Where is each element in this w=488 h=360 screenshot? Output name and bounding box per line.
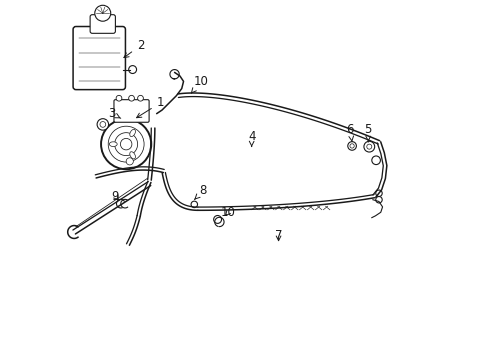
Circle shape bbox=[126, 158, 133, 165]
Text: 7: 7 bbox=[274, 229, 282, 242]
Circle shape bbox=[366, 144, 371, 149]
Text: 5: 5 bbox=[364, 123, 371, 142]
FancyBboxPatch shape bbox=[114, 100, 149, 122]
Ellipse shape bbox=[109, 142, 117, 147]
Text: 8: 8 bbox=[194, 184, 206, 199]
Circle shape bbox=[128, 66, 136, 73]
Text: 9: 9 bbox=[111, 190, 119, 203]
Ellipse shape bbox=[129, 129, 135, 136]
Circle shape bbox=[191, 201, 197, 208]
Text: 10: 10 bbox=[191, 75, 208, 93]
Text: 1: 1 bbox=[136, 96, 163, 118]
Circle shape bbox=[101, 119, 151, 169]
Circle shape bbox=[375, 190, 382, 197]
Circle shape bbox=[100, 122, 105, 127]
FancyBboxPatch shape bbox=[73, 27, 125, 90]
FancyBboxPatch shape bbox=[90, 15, 115, 33]
Ellipse shape bbox=[129, 152, 135, 159]
Circle shape bbox=[213, 216, 221, 224]
Circle shape bbox=[371, 156, 380, 165]
Text: 2: 2 bbox=[123, 39, 144, 58]
Text: 6: 6 bbox=[346, 123, 353, 142]
Circle shape bbox=[375, 197, 382, 203]
Circle shape bbox=[108, 126, 144, 162]
Text: 3: 3 bbox=[108, 107, 121, 120]
Circle shape bbox=[116, 95, 122, 101]
Circle shape bbox=[120, 138, 132, 150]
Text: 4: 4 bbox=[247, 130, 255, 147]
Circle shape bbox=[137, 95, 143, 101]
Circle shape bbox=[115, 133, 137, 156]
Circle shape bbox=[95, 5, 110, 21]
Circle shape bbox=[349, 144, 353, 148]
Circle shape bbox=[97, 119, 108, 130]
Circle shape bbox=[363, 141, 374, 152]
Text: 10: 10 bbox=[221, 206, 235, 219]
Circle shape bbox=[347, 141, 356, 150]
Circle shape bbox=[128, 95, 134, 101]
